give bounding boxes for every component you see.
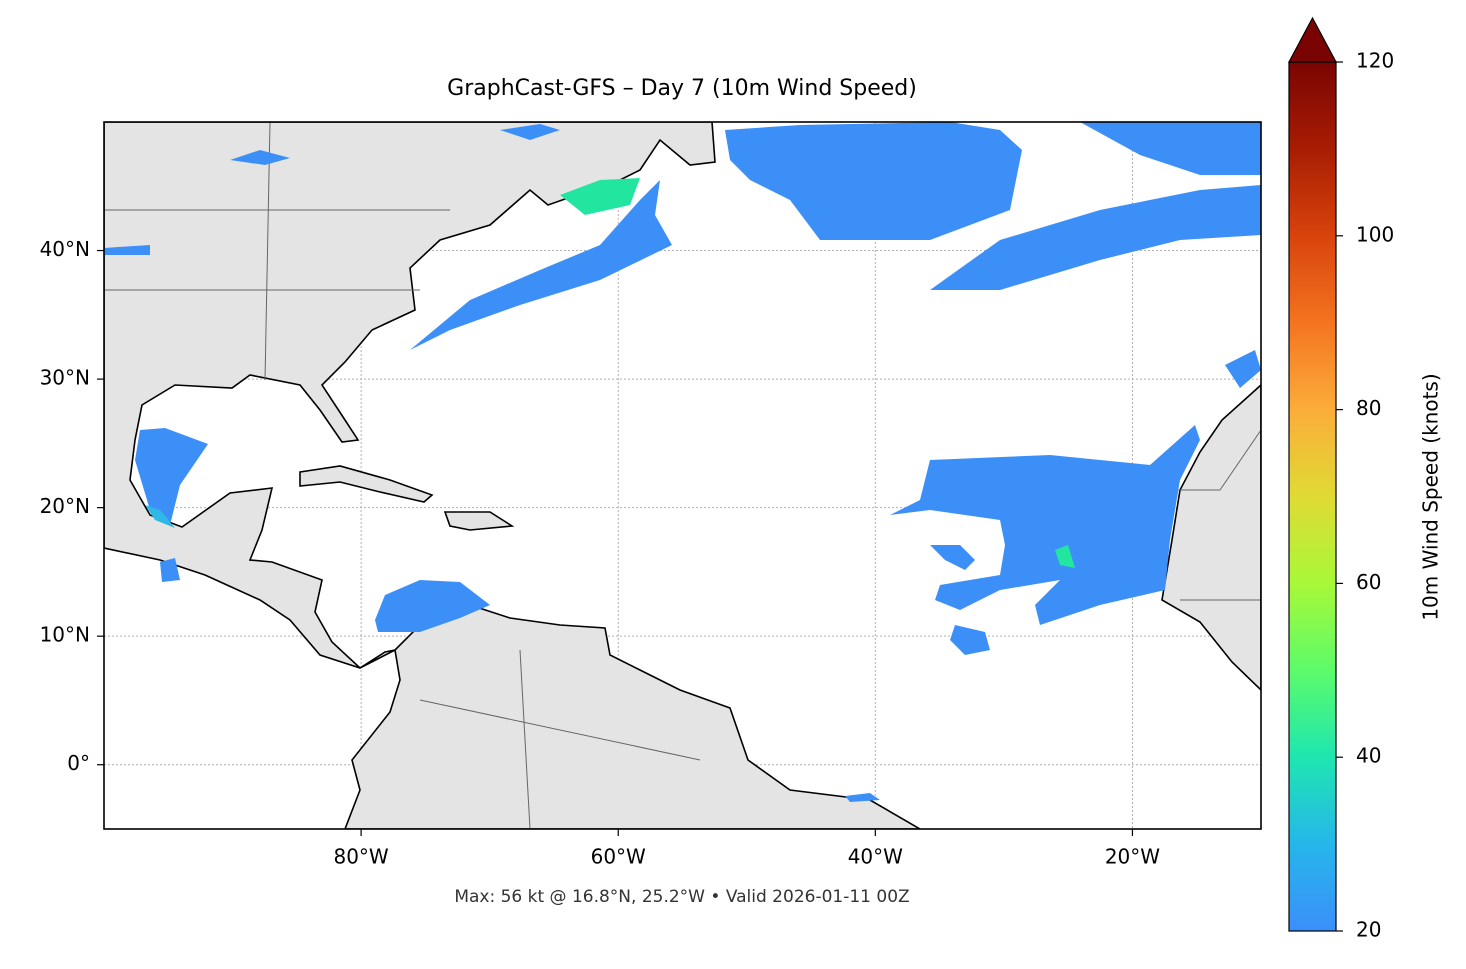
wind-region bbox=[160, 558, 180, 582]
y-tick-label: 20°N bbox=[40, 494, 90, 518]
y-tick-label: 30°N bbox=[40, 366, 90, 390]
colorbar-tick-label: 100 bbox=[1356, 222, 1394, 246]
y-tick-label: 10°N bbox=[40, 623, 90, 647]
wind-region bbox=[1225, 350, 1261, 388]
borders bbox=[264, 122, 271, 381]
x-tick-label: 40°W bbox=[848, 845, 903, 869]
wind-region bbox=[145, 505, 175, 528]
wind-region bbox=[230, 150, 290, 165]
y-tick-label: 40°N bbox=[40, 237, 90, 261]
footnote: Max: 56 kt @ 16.8°N, 25.2°W • Valid 2026… bbox=[454, 887, 909, 907]
colorbar-label: 10m Wind Speed (knots) bbox=[1419, 373, 1443, 620]
colorbar-tick-label: 20 bbox=[1356, 918, 1381, 942]
wind-region bbox=[950, 625, 990, 655]
y-tick-label: 0° bbox=[67, 751, 90, 775]
colorbar-extend bbox=[1287, 16, 1338, 63]
wind-region bbox=[560, 178, 640, 215]
wind-region bbox=[375, 580, 490, 632]
wind-region bbox=[930, 185, 1261, 290]
borders bbox=[1175, 429, 1261, 491]
wind-region bbox=[1080, 122, 1261, 175]
hispaniola bbox=[443, 511, 515, 531]
tick-layer: 80°W 60°W 40°W 20°W 0° 10°N 20°N 30°N 40°N bbox=[40, 237, 1161, 868]
borders bbox=[419, 699, 701, 761]
map-content bbox=[104, 122, 1261, 829]
x-tick-label: 80°W bbox=[333, 845, 388, 869]
x-tick-label: 20°W bbox=[1105, 845, 1160, 869]
colorbar-tick-label: 60 bbox=[1356, 570, 1381, 594]
wind-region bbox=[135, 428, 208, 525]
colorbar-tick-label: 80 bbox=[1356, 396, 1381, 420]
south-america bbox=[344, 604, 922, 829]
colorbar-tick-label: 120 bbox=[1356, 49, 1394, 73]
wind-region bbox=[890, 425, 1200, 625]
borders bbox=[519, 649, 531, 829]
wind-region bbox=[930, 545, 975, 570]
wind-region bbox=[725, 122, 1022, 240]
africa bbox=[1161, 383, 1261, 692]
wind-max bbox=[1055, 545, 1075, 568]
wind-region bbox=[410, 180, 672, 350]
cuba bbox=[299, 465, 434, 503]
colorbar-tick-label: 40 bbox=[1356, 744, 1381, 768]
wind-region bbox=[845, 793, 880, 802]
map-frame bbox=[103, 121, 1262, 830]
wind-region bbox=[104, 245, 150, 255]
x-tick-label: 60°W bbox=[591, 845, 646, 869]
map-title: GraphCast-GFS – Day 7 (10m Wind Speed) bbox=[447, 76, 917, 101]
wind-region bbox=[500, 124, 560, 140]
colorbar bbox=[1288, 61, 1337, 932]
